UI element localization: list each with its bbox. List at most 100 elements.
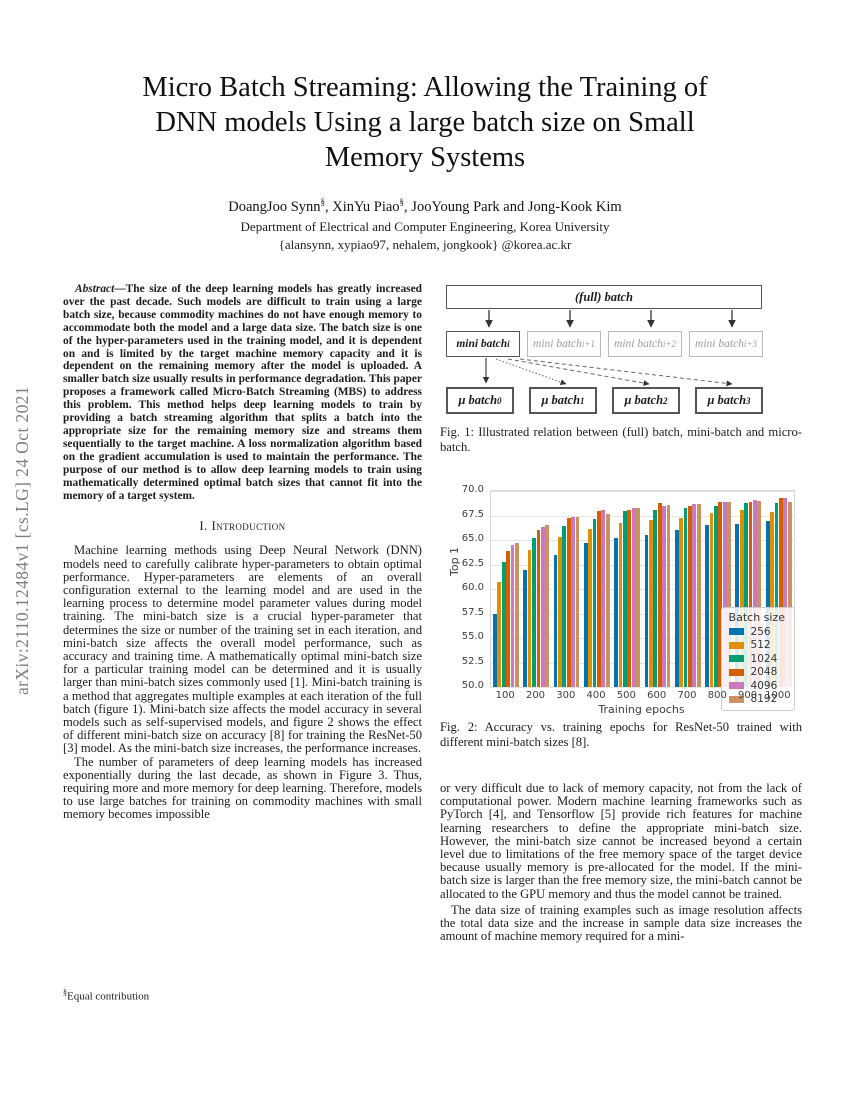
bar-256-epoch-400 (583, 542, 588, 687)
right-paragraph-1: or very difficult due to lack of memory … (440, 781, 802, 901)
x-tick-label: 700 (677, 690, 697, 701)
author-name: JooYoung Park (411, 198, 500, 215)
y-tick-label: 65.0 (461, 533, 484, 544)
y-tick-label: 60.0 (461, 582, 484, 593)
legend-label: 4096 (750, 679, 778, 692)
mini-batch-label: mini batch (695, 338, 744, 350)
bar-512-epoch-700 (679, 517, 684, 687)
paper-title: Micro Batch Streaming: Allowing the Trai… (70, 70, 780, 175)
legend-entry: 8192 (728, 693, 785, 707)
legend-label: 1024 (750, 652, 778, 665)
mini-batch-label: mini batch (533, 338, 582, 350)
bar-4096-epoch-900 (753, 499, 757, 687)
abstract-text: The size of the deep learning models has… (63, 283, 422, 502)
bar-256-epoch-700 (674, 530, 679, 687)
bar-256-epoch-500 (614, 538, 618, 687)
bar-8192-epoch-700 (696, 503, 701, 687)
micro-batch-label: μ batch (458, 393, 498, 407)
bar-8192-epoch-400 (605, 513, 610, 687)
bar-2048-epoch-200 (536, 530, 541, 687)
bar-512-epoch-300 (558, 537, 562, 687)
bar-4096-epoch-1000 (783, 497, 788, 687)
figure-2-caption: Fig. 2: Accuracy vs. training epochs for… (440, 720, 802, 749)
abstract-lead: Abstract (75, 283, 115, 295)
bar-4096-epoch-500 (631, 507, 636, 687)
bar-2048-epoch-500 (627, 509, 632, 687)
bar-4096-epoch-400 (601, 509, 606, 687)
bar-8192-epoch-500 (636, 507, 640, 687)
legend-swatch (728, 668, 744, 676)
y-tick-label: 57.5 (461, 606, 484, 618)
mini-batch-sub: i+3 (743, 339, 757, 349)
header: Micro Batch Streaming: Allowing the Trai… (70, 70, 780, 253)
legend-swatch (728, 641, 744, 649)
right-paragraph-2: The data size of training examples such … (440, 902, 802, 944)
legend-swatch (728, 628, 744, 636)
micro-batch-sub: 1 (580, 395, 585, 406)
footnote-symbol: § (63, 988, 67, 997)
bar-256-epoch-200 (523, 570, 528, 687)
bar-256-epoch-1000 (765, 521, 770, 687)
bar-256-epoch-100 (493, 613, 497, 687)
legend-label: 512 (750, 639, 771, 652)
legend-label: 8192 (750, 693, 778, 706)
bar-8192-epoch-300 (575, 516, 580, 687)
affiliation: Department of Electrical and Computer En… (240, 218, 610, 234)
x-tick-label: 800 (707, 690, 727, 701)
bar-4096-epoch-300 (571, 516, 576, 687)
bar-2048-epoch-700 (688, 505, 692, 687)
y-tick-label: 52.5 (461, 655, 484, 667)
y-tick-label: 70.0 (461, 484, 484, 495)
bar-512-epoch-100 (497, 582, 502, 687)
micro-batch-box-1: μ batch 1 (529, 387, 597, 414)
mini-batch-sub: i+2 (662, 339, 676, 349)
figure-1-diagram: (full) batch mini batch i mini batch i+1 m… (440, 285, 802, 419)
bar-8192-epoch-200 (545, 525, 550, 687)
x-tick-label: 300 (556, 690, 576, 701)
left-column: Abstract—The size of the deep learning m… (63, 283, 422, 822)
bar-2048-epoch-600 (657, 502, 662, 687)
bar-4096-epoch-100 (510, 544, 515, 687)
bar-1024-epoch-500 (622, 510, 627, 687)
bar-1024-epoch-1000 (774, 502, 779, 687)
legend-entry: 4096 (728, 679, 785, 693)
x-tick-label: 900 (738, 690, 758, 701)
legend-label: 256 (750, 625, 771, 638)
bar-2048-epoch-1000 (778, 497, 783, 687)
footnote-text: Equal contribution (67, 990, 150, 1003)
arxiv-sidebar-label: arXiv:2110.12484v1 [cs.LG] 24 Oct 2021 (12, 385, 32, 696)
section-number: I. (199, 518, 208, 534)
bar-2048-epoch-400 (597, 510, 601, 687)
bar-1024-epoch-400 (592, 519, 597, 687)
legend-swatch (728, 695, 744, 703)
bar-4096-epoch-200 (540, 527, 545, 687)
legend-entry: 512 (728, 639, 785, 653)
bar-512-epoch-1000 (770, 511, 774, 687)
bar-4096-epoch-800 (722, 501, 727, 687)
figure-1-inner: (full) batch mini batch i mini batch i+1 m… (446, 285, 764, 419)
author-name: Jong-Kook Kim (527, 198, 622, 215)
bar-256-epoch-300 (553, 554, 558, 687)
author-name: DoangJoo Synn (228, 198, 321, 215)
x-tick-label: 500 (616, 690, 636, 701)
legend-entry: 256 (728, 625, 785, 639)
section-heading-introduction: I. Introduction (63, 518, 422, 534)
intro-paragraph-1: Machine learning methods using Deep Neur… (63, 543, 422, 756)
bar-2048-epoch-100 (506, 550, 511, 687)
bar-8192-epoch-600 (666, 504, 671, 687)
bar-2048-epoch-900 (748, 501, 753, 687)
legend-swatch (728, 682, 744, 690)
abstract-dash: — (114, 283, 126, 295)
legend-entry: 2048 (728, 666, 785, 680)
bar-1024-epoch-900 (744, 502, 749, 687)
footnote-equal-contribution: §Equal contribution (63, 988, 422, 1003)
mini-batch-box-i3: mini batch i+3 (689, 331, 763, 357)
y-tick-label: 67.5 (461, 508, 484, 520)
mini-batch-box-i1: mini batch i+1 (527, 331, 601, 357)
bar-8192-epoch-800 (727, 501, 731, 687)
bar-1024-epoch-100 (501, 561, 506, 687)
micro-batch-box-2: μ batch 2 (612, 387, 680, 414)
y-tick-label: 62.5 (461, 557, 484, 569)
bar-512-epoch-600 (648, 520, 653, 687)
